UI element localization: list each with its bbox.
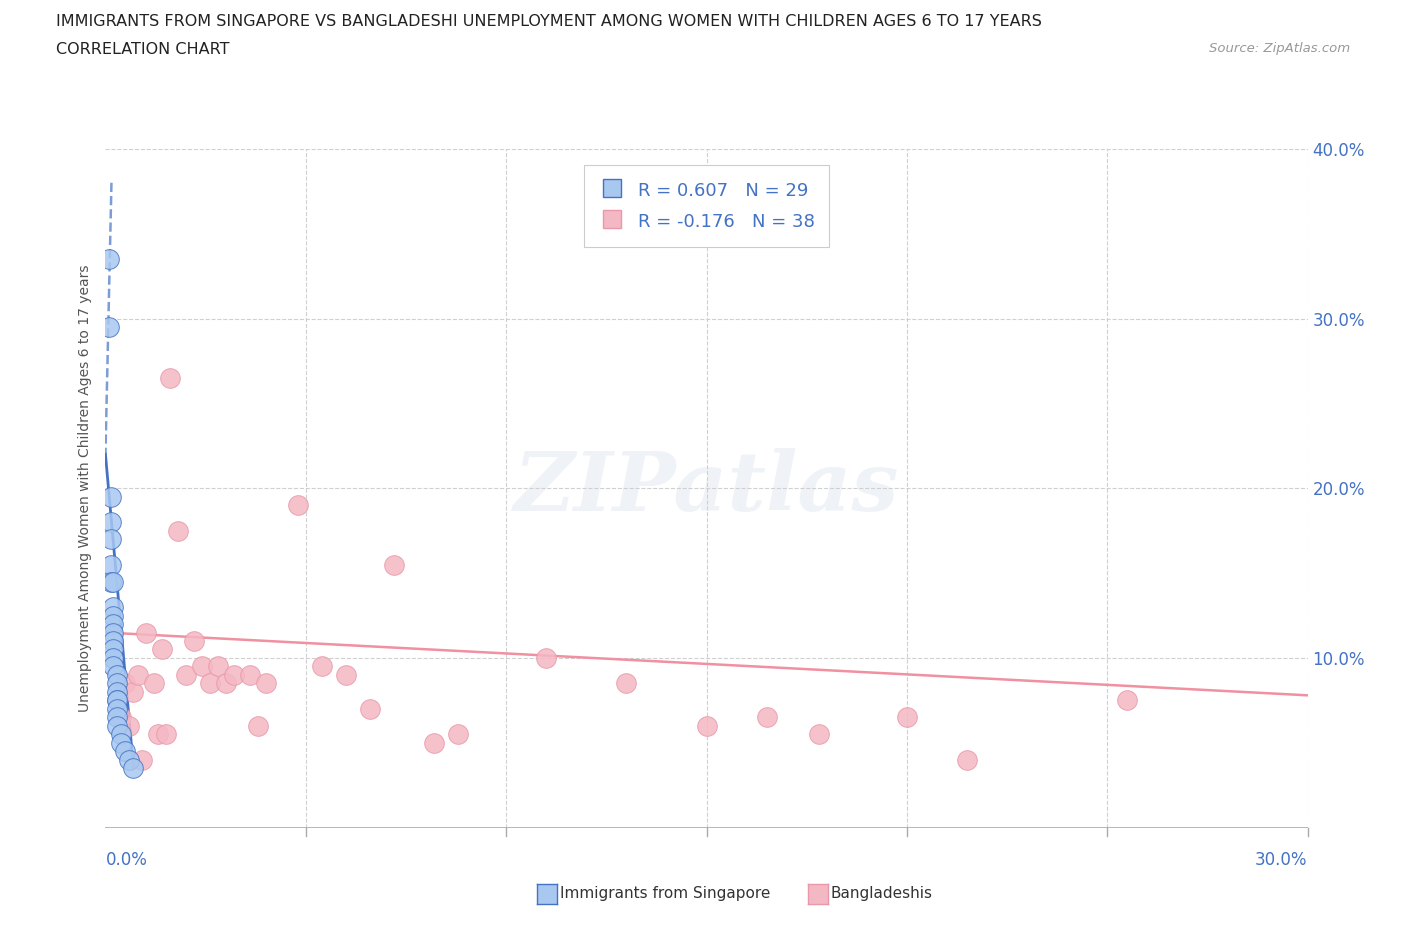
Point <box>103 600 125 615</box>
Point <box>100 557 122 572</box>
Point <box>100 489 122 504</box>
Point <box>131 752 153 767</box>
Point <box>100 515 122 530</box>
Point <box>127 668 149 683</box>
Point <box>150 642 173 657</box>
Point <box>103 574 125 589</box>
Point <box>103 625 125 640</box>
Point <box>807 727 830 742</box>
Point <box>155 727 177 742</box>
Point <box>382 557 405 572</box>
Point <box>198 676 221 691</box>
Point <box>135 625 157 640</box>
Text: 0.0%: 0.0% <box>105 851 148 869</box>
Point <box>103 642 125 657</box>
Point <box>207 659 229 674</box>
Text: Source: ZipAtlas.com: Source: ZipAtlas.com <box>1209 42 1350 55</box>
Point <box>222 668 245 683</box>
Point <box>107 668 129 683</box>
Text: CORRELATION CHART: CORRELATION CHART <box>56 42 229 57</box>
Point <box>166 524 188 538</box>
Text: Bangladeshis: Bangladeshis <box>831 886 934 901</box>
Text: Immigrants from Singapore: Immigrants from Singapore <box>560 886 770 901</box>
Point <box>114 676 136 691</box>
Point <box>103 633 125 648</box>
Point <box>114 744 136 759</box>
Point <box>107 719 129 734</box>
Point <box>359 701 381 716</box>
Point <box>616 676 638 691</box>
Point <box>146 727 169 742</box>
Point <box>107 693 129 708</box>
Point <box>214 676 236 691</box>
Point <box>190 659 212 674</box>
Point <box>174 668 197 683</box>
Point <box>534 651 557 666</box>
Point <box>447 727 470 742</box>
Point <box>110 710 132 724</box>
Point <box>107 676 129 691</box>
Point <box>1116 693 1139 708</box>
Point <box>103 659 125 674</box>
Text: 30.0%: 30.0% <box>1256 851 1308 869</box>
Point <box>110 736 132 751</box>
Point <box>107 710 129 724</box>
Point <box>110 727 132 742</box>
Text: ZIPatlas: ZIPatlas <box>513 448 900 528</box>
Point <box>239 668 262 683</box>
Point <box>896 710 918 724</box>
Point <box>100 532 122 547</box>
Point <box>311 659 333 674</box>
Point <box>118 752 141 767</box>
Point <box>103 608 125 623</box>
Point <box>755 710 778 724</box>
Point <box>287 498 309 512</box>
Text: IMMIGRANTS FROM SINGAPORE VS BANGLADESHI UNEMPLOYMENT AMONG WOMEN WITH CHILDREN : IMMIGRANTS FROM SINGAPORE VS BANGLADESHI… <box>56 14 1042 29</box>
Point <box>159 370 181 385</box>
Point <box>956 752 979 767</box>
Point <box>118 719 141 734</box>
Point <box>183 633 205 648</box>
Point <box>103 651 125 666</box>
Point <box>107 701 129 716</box>
Point <box>142 676 165 691</box>
Point <box>97 320 120 335</box>
Y-axis label: Unemployment Among Women with Children Ages 6 to 17 years: Unemployment Among Women with Children A… <box>79 264 93 712</box>
Point <box>97 252 120 267</box>
Point <box>254 676 277 691</box>
Point <box>423 736 446 751</box>
Legend: R = 0.607   N = 29, R = -0.176   N = 38: R = 0.607 N = 29, R = -0.176 N = 38 <box>583 165 830 246</box>
Point <box>246 719 269 734</box>
Point <box>122 684 145 699</box>
Point <box>335 668 357 683</box>
Point <box>107 693 129 708</box>
Point <box>103 617 125 631</box>
Point <box>696 719 718 734</box>
Point <box>100 574 122 589</box>
Point <box>122 761 145 776</box>
Point <box>107 684 129 699</box>
